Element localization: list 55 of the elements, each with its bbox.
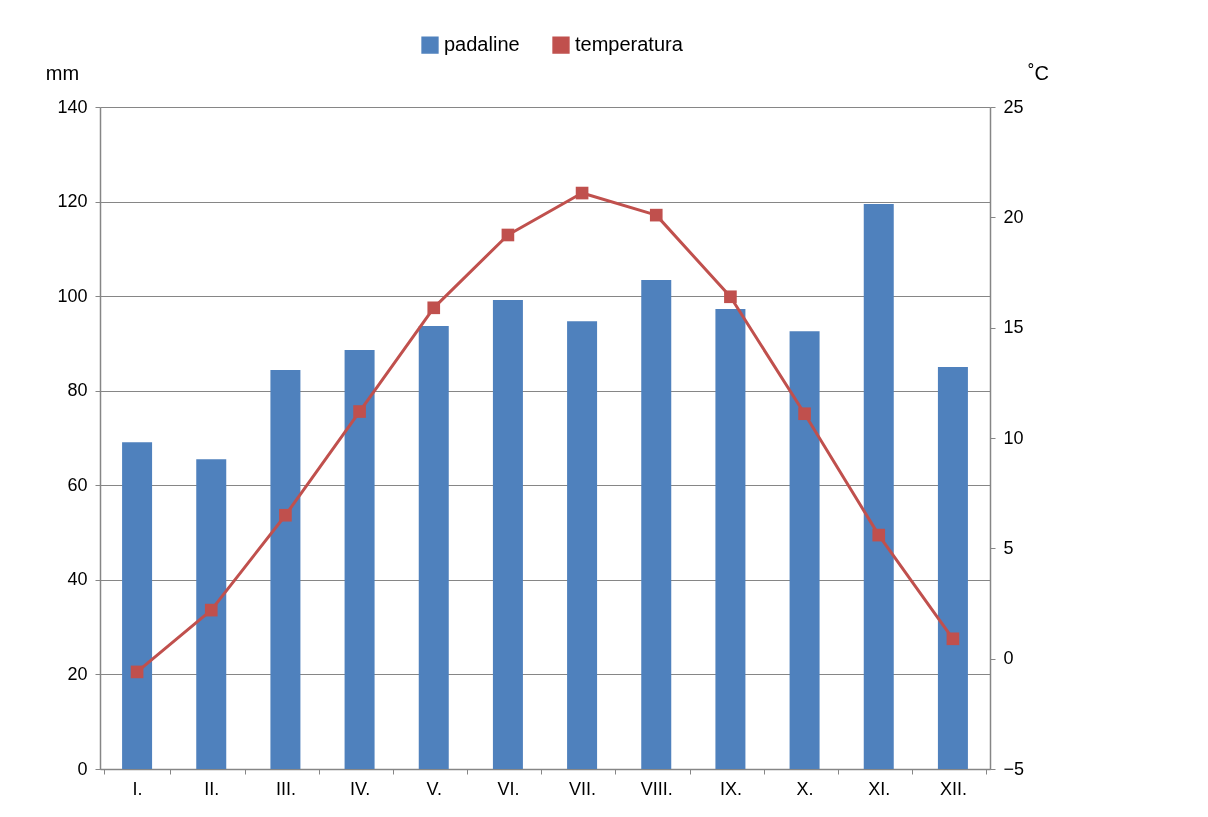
x-tick-label: II. xyxy=(204,778,220,799)
bar xyxy=(122,442,153,769)
x-tick-label: I. xyxy=(132,778,143,799)
y2-tick-label: −5 xyxy=(1003,758,1025,779)
bar xyxy=(418,325,449,769)
y2-axis-title: ˚C xyxy=(1027,61,1050,84)
bar xyxy=(937,367,968,769)
point xyxy=(501,228,515,242)
x-tick-label: VII. xyxy=(569,778,597,799)
point xyxy=(724,290,737,304)
y2-tick-label: 0 xyxy=(1003,648,1014,669)
y-tick-label: 60 xyxy=(67,474,88,495)
x-tick-label: XI. xyxy=(868,778,891,799)
x-tick-label: X. xyxy=(796,778,814,799)
bar xyxy=(270,369,301,769)
x-tick-label: V. xyxy=(426,778,442,799)
point xyxy=(946,632,960,646)
y2-tick-label: 15 xyxy=(1003,317,1024,338)
point xyxy=(427,301,441,315)
y-tick-label: 140 xyxy=(57,96,88,117)
y2-tick-label: 5 xyxy=(1003,537,1014,558)
legend-label: temperatura xyxy=(575,33,684,56)
y2-tick-label: 25 xyxy=(1003,96,1024,117)
point xyxy=(575,186,589,200)
x-tick-label: VIII. xyxy=(640,778,673,799)
y-tick-label: 20 xyxy=(67,663,88,684)
legend-label: padaline xyxy=(444,33,520,56)
x-tick-label: IV. xyxy=(349,778,371,799)
y2-tick-label: 10 xyxy=(1003,427,1024,448)
bar xyxy=(567,321,598,769)
x-tick-label: III. xyxy=(275,778,296,799)
bar xyxy=(344,350,375,769)
point xyxy=(204,603,218,617)
point xyxy=(130,665,144,679)
point xyxy=(872,528,886,542)
bar xyxy=(863,203,894,769)
y-tick-label: 120 xyxy=(57,191,88,212)
bar xyxy=(641,280,672,769)
bar xyxy=(196,459,227,769)
y-tick-label: 0 xyxy=(77,758,88,779)
bar xyxy=(789,331,820,769)
x-tick-label: IX. xyxy=(719,778,742,799)
x-tick-label: VI. xyxy=(497,778,520,799)
point xyxy=(649,208,663,222)
bar xyxy=(715,308,746,769)
y-axis-title: mm xyxy=(45,61,80,84)
y2-tick-label: 20 xyxy=(1003,206,1024,227)
x-tick-label: XII. xyxy=(939,778,967,799)
bar xyxy=(492,299,523,769)
y-tick-label: 100 xyxy=(57,285,88,306)
point xyxy=(798,407,811,421)
y-tick-label: 40 xyxy=(67,569,88,590)
y-tick-label: 80 xyxy=(67,380,88,401)
point xyxy=(353,405,366,418)
point xyxy=(279,508,292,522)
